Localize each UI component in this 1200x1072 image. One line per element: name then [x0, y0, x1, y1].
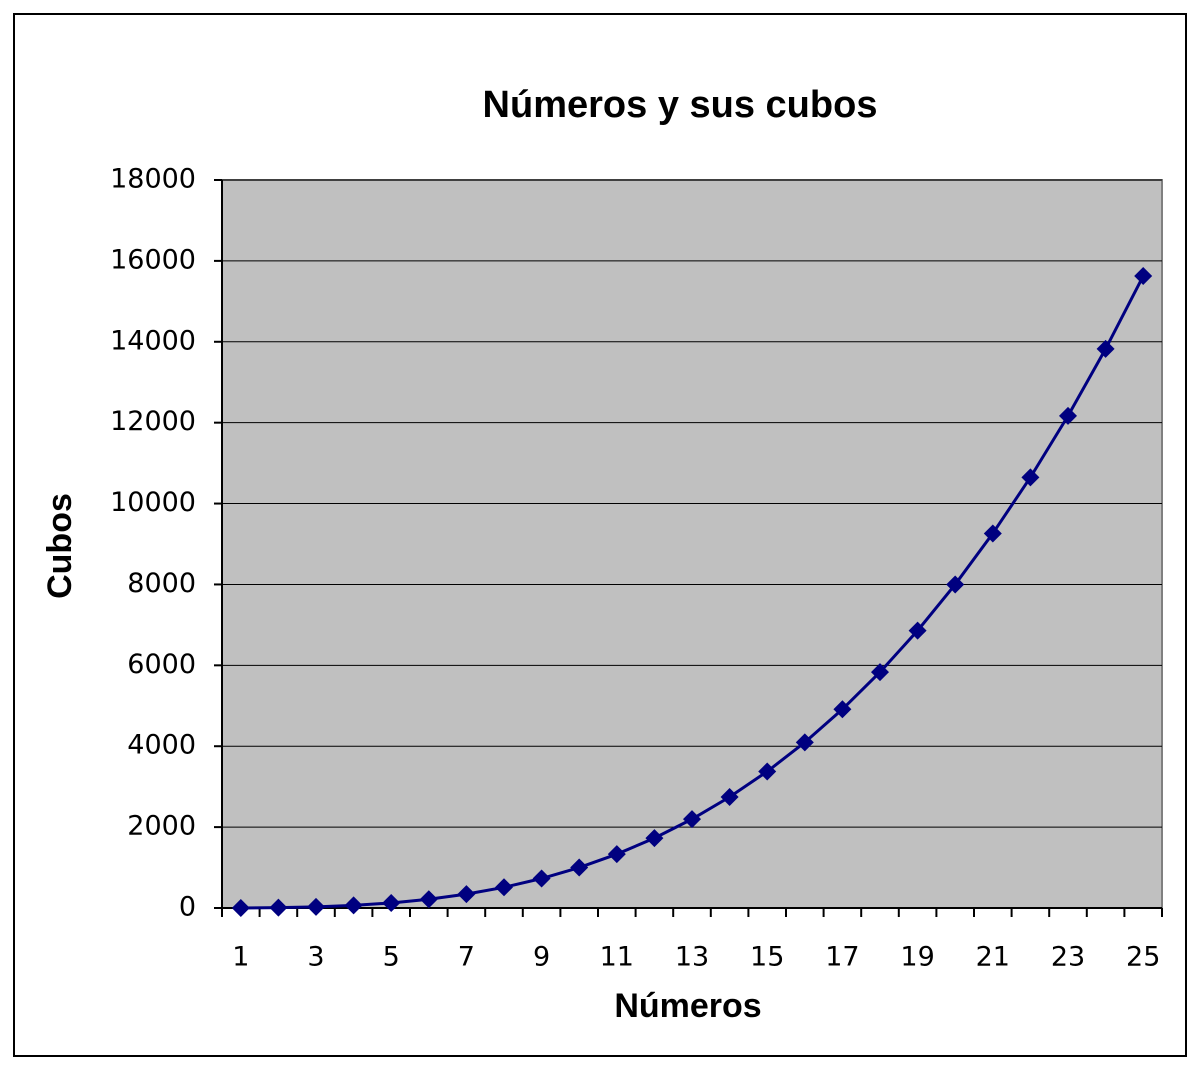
- marker: [946, 575, 965, 594]
- x-tick-label: 5: [383, 942, 400, 973]
- marker: [758, 762, 777, 781]
- x-tick-label: 1: [232, 942, 249, 973]
- y-tick-label: 6000: [127, 649, 196, 680]
- x-tick-label: 3: [307, 942, 324, 973]
- y-tick-label: 16000: [110, 244, 196, 275]
- y-tick-label: 8000: [127, 568, 196, 599]
- marker: [1096, 339, 1115, 358]
- y-tick-label: 18000: [110, 164, 196, 195]
- chart-title: Números y sus cubos: [483, 84, 878, 126]
- marker: [795, 733, 814, 752]
- x-tick-label: 23: [1051, 942, 1085, 973]
- marker: [683, 810, 701, 829]
- marker: [344, 896, 363, 915]
- x-tick-label: 19: [900, 942, 934, 973]
- x-axis-title: Números: [614, 987, 761, 1025]
- plot-area: [221, 179, 1163, 909]
- x-tick-label: 17: [825, 942, 859, 973]
- marker: [908, 621, 927, 640]
- marker: [231, 898, 250, 917]
- y-tick-label: 0: [179, 892, 196, 923]
- x-tick-label: 13: [675, 942, 709, 973]
- y-axis-title: Cubos: [41, 493, 79, 599]
- marker: [382, 893, 401, 912]
- x-tick-label: 21: [976, 942, 1010, 973]
- marker: [1059, 406, 1077, 425]
- y-tick-label: 2000: [127, 811, 196, 842]
- marker: [720, 788, 739, 807]
- y-tick-label: 4000: [127, 730, 196, 761]
- x-tick-label: 25: [1126, 942, 1160, 973]
- marker: [607, 845, 626, 864]
- y-tick-label: 10000: [110, 487, 196, 518]
- marker: [269, 898, 288, 917]
- marker: [1021, 468, 1040, 487]
- x-tick-label: 15: [750, 942, 784, 973]
- x-tick-label: 9: [533, 942, 550, 973]
- marker: [495, 878, 513, 897]
- y-tick-label: 12000: [110, 406, 196, 437]
- marker: [983, 524, 1002, 543]
- y-tick-label: 14000: [110, 325, 196, 356]
- marker: [570, 858, 589, 877]
- x-tick-label: 11: [600, 942, 634, 973]
- marker: [307, 897, 325, 916]
- marker: [419, 890, 438, 909]
- marker: [833, 700, 852, 719]
- marker: [532, 869, 551, 888]
- marker: [457, 885, 476, 904]
- marker: [871, 663, 889, 682]
- marker: [1134, 267, 1153, 286]
- x-tick-label: 7: [458, 942, 475, 973]
- marker: [645, 829, 664, 848]
